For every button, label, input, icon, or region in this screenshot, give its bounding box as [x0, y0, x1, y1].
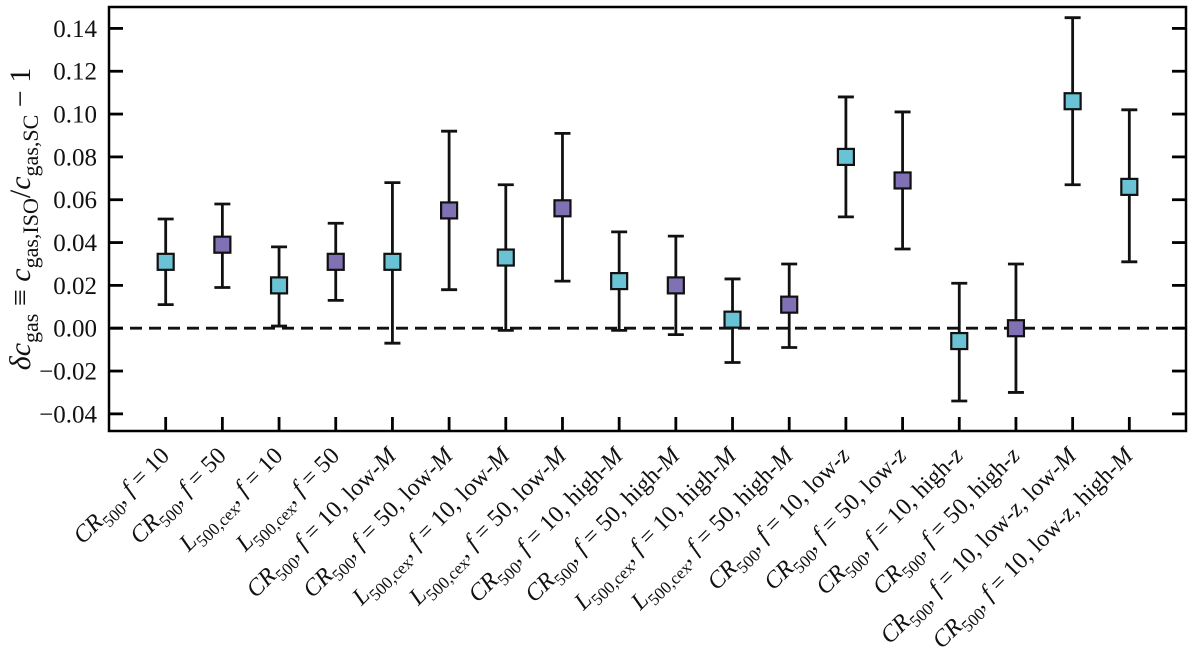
data-point-marker	[496, 248, 515, 267]
x-tick-label: CR500, f = 10	[69, 443, 179, 553]
data-point-marker	[836, 147, 855, 166]
y-tick-label: −0.04	[39, 401, 97, 428]
data-point-marker	[553, 199, 572, 218]
data-point-marker	[610, 272, 629, 291]
y-tick-label: 0.12	[53, 59, 97, 86]
y-tick-label: 0.10	[53, 102, 97, 129]
x-tick-label: L500,cex, f = 10	[174, 443, 292, 561]
y-tick-label: 0.04	[53, 230, 97, 257]
y-tick-label: 0.02	[53, 273, 97, 300]
data-point-marker	[213, 235, 232, 254]
data-point-marker	[440, 201, 459, 220]
plot-border	[107, 5, 1188, 433]
data-point-marker	[950, 331, 969, 351]
data-point-marker	[1120, 177, 1139, 196]
data-point-marker	[723, 310, 742, 329]
data-point-marker	[269, 276, 289, 295]
data-point-marker	[383, 252, 402, 271]
data-point-marker	[1006, 319, 1026, 338]
y-tick-label: 0.00	[53, 316, 97, 343]
y-tick-label: −0.02	[39, 359, 97, 386]
data-point-marker	[893, 171, 912, 190]
data-point-marker	[1063, 92, 1082, 111]
y-tick-label: 0.06	[53, 187, 97, 214]
y-axis-label: δcgas ≡ cgas,ISO/cgas,SC − 1	[4, 68, 43, 370]
data-point-marker	[156, 252, 175, 271]
y-tick-label: 0.14	[53, 16, 97, 43]
y-tick-label: 0.08	[53, 144, 97, 171]
data-point-marker	[326, 252, 345, 271]
data-point-marker	[666, 276, 685, 295]
data-point-marker	[780, 295, 799, 314]
